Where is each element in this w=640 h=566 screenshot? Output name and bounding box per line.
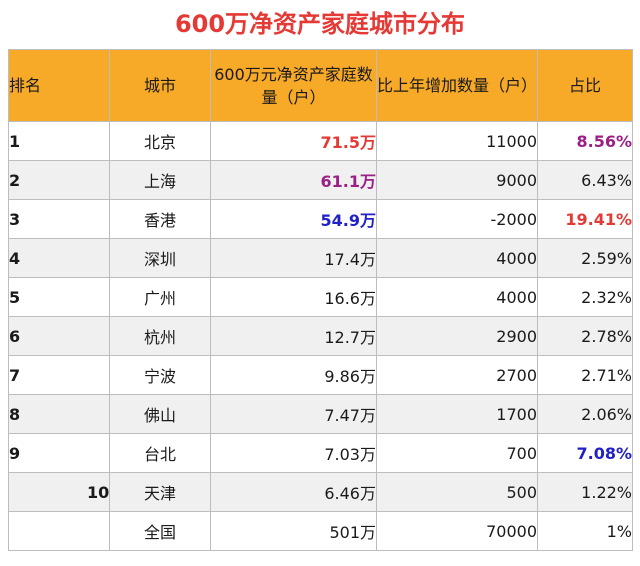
household-count-cell: 6.46万	[210, 472, 377, 512]
household-count-cell: 71.5万	[210, 121, 377, 161]
wealth-distribution-table: 排名 城市 600万元净资产家庭数量（户） 比上年增加数量（户） 占比 1 北京…	[8, 49, 633, 551]
household-count-cell: 9.86万	[210, 355, 377, 395]
increase-cell: 4000	[376, 277, 538, 317]
city-cell: 杭州	[109, 316, 211, 356]
city-cell: 天津	[109, 472, 211, 512]
rank-cell: 4	[8, 238, 110, 278]
increase-cell: 4000	[376, 238, 538, 278]
city-cell: 台北	[109, 433, 211, 473]
share-cell: 6.43%	[537, 160, 633, 200]
table-row: 4 深圳 17.4万 4000 2.59%	[8, 238, 633, 278]
table-row: 2 上海 61.1万 9000 6.43%	[8, 160, 633, 200]
rank-cell: 9	[8, 433, 110, 473]
table-row: 7 宁波 9.86万 2700 2.71%	[8, 355, 633, 395]
increase-cell: 700	[376, 433, 538, 473]
table-row: 3 香港 54.9万 -2000 19.41%	[8, 199, 633, 239]
rank-cell: 10	[8, 472, 110, 512]
share-cell: 2.06%	[537, 394, 633, 434]
increase-cell: 1700	[376, 394, 538, 434]
header-city: 城市	[109, 49, 211, 122]
table-row: 10 天津 6.46万 500 1.22%	[8, 472, 633, 512]
share-cell: 7.08%	[537, 433, 633, 473]
household-count-cell: 7.47万	[210, 394, 377, 434]
increase-cell: -2000	[376, 199, 538, 239]
share-cell: 2.78%	[537, 316, 633, 356]
increase-cell: 2900	[376, 316, 538, 356]
rank-cell	[8, 511, 110, 551]
household-count-cell: 16.6万	[210, 277, 377, 317]
share-cell: 2.59%	[537, 238, 633, 278]
city-cell: 香港	[109, 199, 211, 239]
household-count-cell: 501万	[210, 511, 377, 551]
city-cell: 宁波	[109, 355, 211, 395]
rank-cell: 6	[8, 316, 110, 356]
household-count-cell: 61.1万	[210, 160, 377, 200]
table-row: 9 台北 7.03万 700 7.08%	[8, 433, 633, 473]
rank-cell: 7	[8, 355, 110, 395]
table-row: 8 佛山 7.47万 1700 2.06%	[8, 394, 633, 434]
share-cell: 8.56%	[537, 121, 633, 161]
household-count-cell: 54.9万	[210, 199, 377, 239]
rank-cell: 1	[8, 121, 110, 161]
increase-cell: 2700	[376, 355, 538, 395]
header-household-count: 600万元净资产家庭数量（户）	[210, 49, 377, 122]
share-cell: 2.71%	[537, 355, 633, 395]
city-cell: 广州	[109, 277, 211, 317]
rank-cell: 3	[8, 199, 110, 239]
share-cell: 19.41%	[537, 199, 633, 239]
rank-cell: 8	[8, 394, 110, 434]
increase-cell: 11000	[376, 121, 538, 161]
household-count-cell: 7.03万	[210, 433, 377, 473]
household-count-cell: 17.4万	[210, 238, 377, 278]
header-yoy-increase: 比上年增加数量（户）	[376, 49, 538, 122]
city-cell: 佛山	[109, 394, 211, 434]
city-cell: 全国	[109, 511, 211, 551]
increase-cell: 9000	[376, 160, 538, 200]
page-title: 600万净资产家庭城市分布	[174, 10, 466, 38]
increase-cell: 70000	[376, 511, 538, 551]
table-row-national-total: 全国 501万 70000 1%	[8, 511, 633, 551]
increase-cell: 500	[376, 472, 538, 512]
city-cell: 北京	[109, 121, 211, 161]
city-cell: 深圳	[109, 238, 211, 278]
household-count-cell: 12.7万	[210, 316, 377, 356]
share-cell: 1%	[537, 511, 633, 551]
share-cell: 2.32%	[537, 277, 633, 317]
table-row: 1 北京 71.5万 11000 8.56%	[8, 121, 633, 161]
header-rank: 排名	[8, 49, 110, 122]
share-cell: 1.22%	[537, 472, 633, 512]
rank-cell: 5	[8, 277, 110, 317]
city-cell: 上海	[109, 160, 211, 200]
table-row: 6 杭州 12.7万 2900 2.78%	[8, 316, 633, 356]
table-row: 5 广州 16.6万 4000 2.32%	[8, 277, 633, 317]
header-share: 占比	[537, 49, 633, 122]
table-header-row: 排名 城市 600万元净资产家庭数量（户） 比上年增加数量（户） 占比	[8, 49, 633, 122]
rank-cell: 2	[8, 160, 110, 200]
